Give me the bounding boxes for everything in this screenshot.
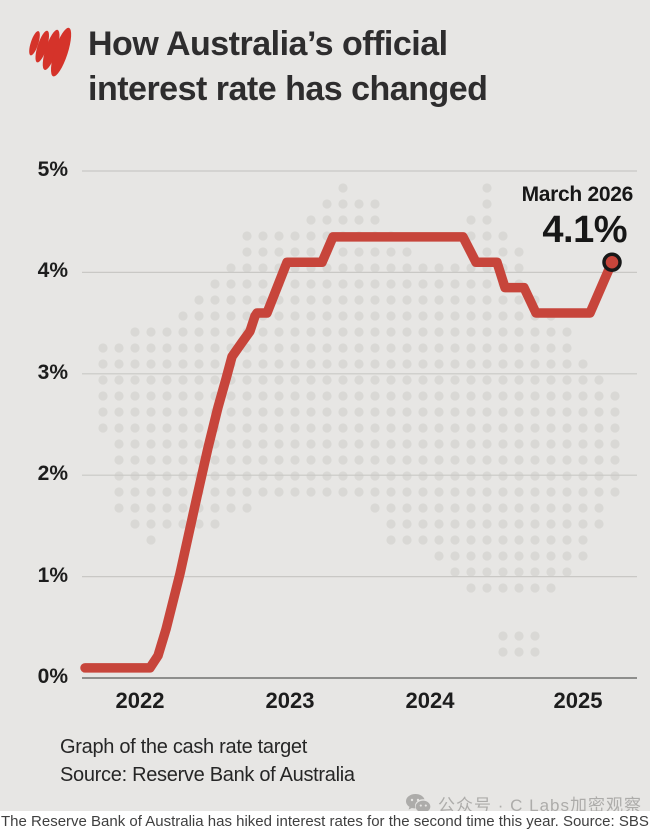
y-axis-label: 3%: [37, 360, 68, 384]
x-axis-label: 2022: [115, 688, 165, 713]
watermark: 公众号 · C Labs加密观察: [405, 791, 642, 816]
page-title: How Australia’s official interest rate h…: [88, 22, 633, 112]
y-axis-label: 0%: [37, 665, 68, 688]
x-axis-label: 2023: [265, 688, 315, 713]
annotation-value: 4.1%: [542, 209, 627, 251]
chart-source: Source: Reserve Bank of Australia: [60, 764, 355, 786]
watermark-text: 公众号 · C Labs加密观察: [438, 796, 642, 815]
cash-rate-line: [80, 232, 617, 673]
bottom-caption: The Reserve Bank of Australia has hiked …: [1, 812, 649, 830]
y-axis-label: 5%: [37, 158, 68, 181]
title-line-1: How Australia’s official: [88, 25, 448, 63]
chart-description: Graph of the cash rate target: [60, 736, 308, 758]
chart-footer: Graph of the cash rate target Source: Re…: [60, 733, 355, 789]
x-axis-label: 2025: [553, 688, 603, 713]
latest-point-marker: [602, 252, 622, 273]
y-axis-label: 4%: [37, 259, 68, 283]
sbs-logo-icon: [29, 27, 72, 77]
rate-line-chart: [80, 170, 637, 679]
latest-rate-annotation: March 2026 4.1%: [521, 183, 634, 252]
x-axis-label: 2024: [405, 688, 455, 713]
y-axis-label: 1%: [37, 563, 68, 587]
bottom-caption-bar: The Reserve Bank of Australia has hiked …: [0, 811, 650, 831]
australia-dot-map: [98, 183, 620, 657]
y-axis-label: 2%: [37, 462, 68, 486]
title-line-2: interest rate has changed: [88, 70, 488, 108]
annotation-date: March 2026: [521, 183, 634, 206]
wechat-icon: [406, 793, 431, 814]
